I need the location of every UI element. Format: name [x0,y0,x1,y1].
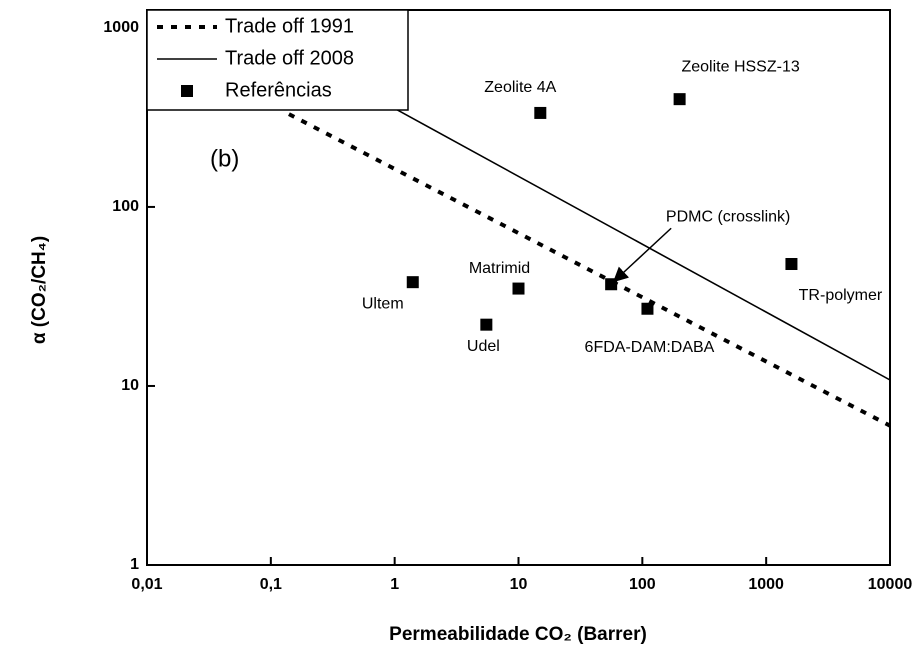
legend-swatch [181,85,193,97]
x-tick-label: 0,01 [131,576,162,593]
x-tick-label: 10000 [868,576,913,593]
legend-label: Trade off 2008 [225,47,354,69]
panel-label: (b) [210,145,239,172]
legend-label: Referências [225,79,332,101]
data-point [785,258,798,271]
x-tick-label: 10 [510,576,528,593]
point-label: Udel [467,338,500,355]
y-tick-label: 1 [130,556,139,573]
trade-off-line [329,72,890,381]
trade-off-line [288,112,890,428]
y-tick-label: 10 [121,377,139,394]
data-point [673,93,686,106]
legend-label: Trade off 1991 [225,15,354,37]
data-point [406,276,419,289]
data-point [512,282,525,295]
x-tick-label: 1 [390,576,399,593]
y-tick-label: 100 [112,198,139,215]
point-label: PDMC (crosslink) [666,208,790,225]
x-tick-label: 0,1 [260,576,282,593]
point-label: Zeolite HSSZ-13 [681,58,799,75]
plot-area [288,72,890,428]
arrow [612,227,672,283]
y-axis-title: α (CO₂/CH₄) [29,236,50,344]
data-point [480,318,493,331]
x-tick-label: 1000 [748,576,784,593]
point-label: Matrimid [469,260,530,277]
data-point [534,106,547,119]
x-axis-title: Permeabilidade CO₂ (Barrer) [389,624,647,645]
point-label: 6FDA-DAM:DABA [585,339,715,356]
point-label: TR-polymer [799,287,883,304]
y-tick-label: 1000 [103,19,139,36]
data-point [641,302,654,315]
point-label: Zeolite 4A [484,79,556,96]
x-tick-label: 100 [629,576,656,593]
point-label: Ultem [362,295,404,312]
